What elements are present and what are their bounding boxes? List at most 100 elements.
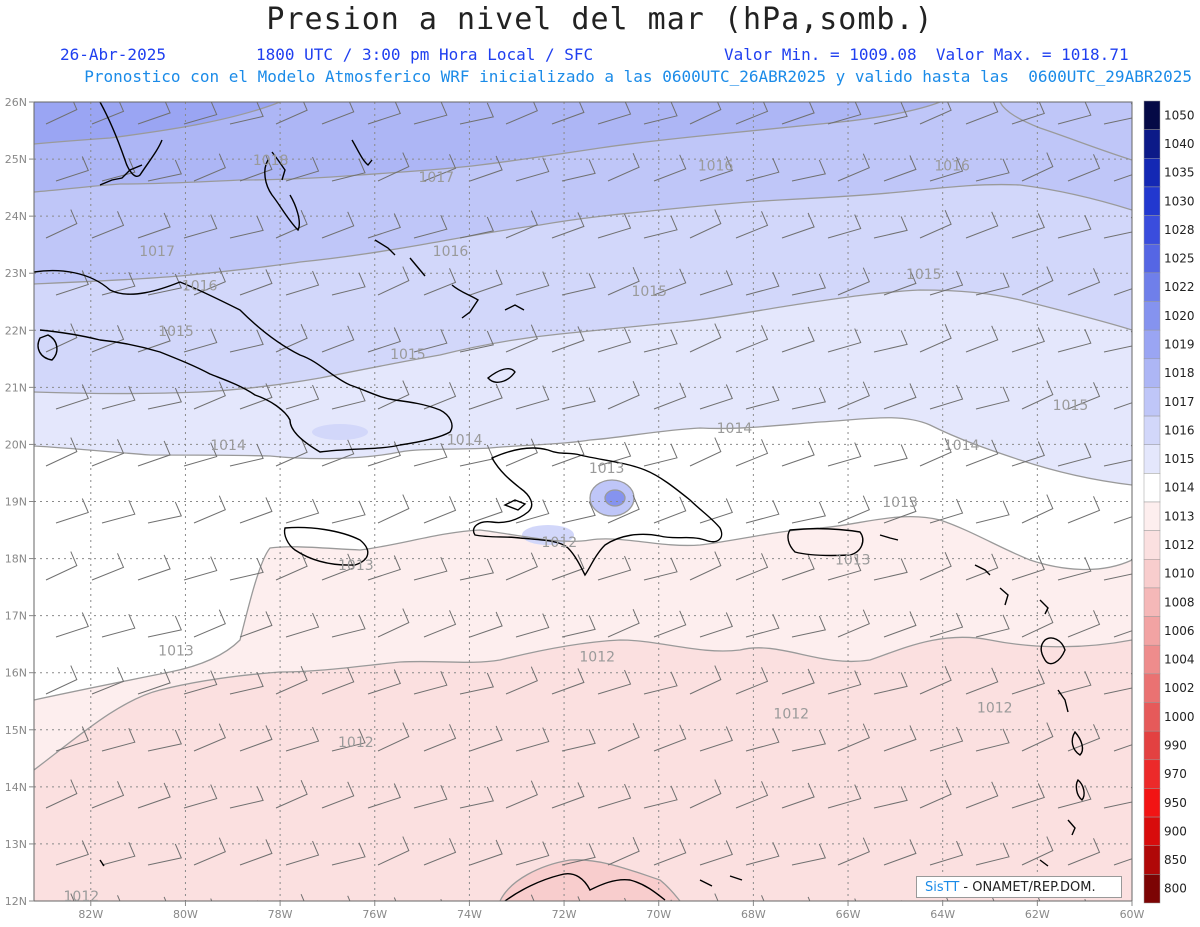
wind-barb bbox=[643, 671, 678, 695]
wind-barb bbox=[530, 894, 535, 901]
wind-barb bbox=[275, 666, 308, 695]
legend-label: 800 bbox=[1164, 882, 1187, 896]
legend-swatch bbox=[1143, 845, 1161, 875]
wind-barb bbox=[791, 159, 826, 182]
wind-barb bbox=[653, 724, 687, 752]
wind-barb bbox=[1057, 557, 1092, 581]
contour-label: 1013 bbox=[158, 644, 194, 660]
wind-barb bbox=[1057, 215, 1092, 239]
wind-barb bbox=[469, 725, 503, 752]
wind-barb bbox=[147, 615, 182, 638]
wind-barb bbox=[413, 215, 448, 239]
wind-barb bbox=[367, 669, 401, 695]
legend-swatch bbox=[1143, 759, 1161, 789]
wind-barb bbox=[837, 495, 870, 524]
legend-swatch bbox=[1143, 329, 1161, 360]
wind-barb bbox=[653, 838, 687, 866]
wind-barb bbox=[367, 783, 401, 809]
wind-barb bbox=[791, 729, 826, 752]
legend-swatch bbox=[1143, 415, 1161, 445]
lon-label: 70W bbox=[646, 908, 671, 921]
wind-barb bbox=[101, 842, 136, 866]
wind-barb bbox=[239, 383, 273, 410]
wind-barb bbox=[1113, 516, 1132, 524]
wind-barb bbox=[377, 494, 410, 524]
coast-grenada bbox=[1039, 859, 1049, 867]
wind-barb bbox=[607, 495, 640, 524]
wind-barb bbox=[413, 329, 448, 353]
lon-label: 66W bbox=[836, 908, 861, 921]
wind-barb bbox=[331, 842, 366, 866]
lat-label: 23N bbox=[5, 267, 27, 280]
coast-keys bbox=[99, 164, 143, 186]
contour-label: 1013 bbox=[589, 461, 625, 477]
coast-virgin-islands bbox=[879, 534, 899, 541]
coast-gonave bbox=[503, 499, 527, 511]
wind-barb bbox=[689, 323, 722, 353]
wind-barb bbox=[183, 328, 218, 353]
contour-labels: 1018 1017 1017 1016 1016 1016 1016 1015 1015 1015… bbox=[64, 153, 1089, 905]
wind-barb bbox=[653, 382, 687, 410]
wind-barb bbox=[321, 781, 355, 809]
wind-barb bbox=[919, 438, 952, 467]
wind-barb bbox=[883, 269, 917, 296]
wind-barb bbox=[689, 102, 722, 125]
wind-barb bbox=[183, 784, 218, 809]
lat-label: 15N bbox=[5, 724, 27, 737]
wind-barb bbox=[1011, 441, 1045, 467]
legend-label: 1020 bbox=[1164, 309, 1195, 323]
wind-barb bbox=[643, 215, 678, 239]
wind-barb bbox=[459, 216, 494, 239]
wind-barb bbox=[827, 442, 862, 467]
shade-1018 bbox=[34, 102, 940, 192]
wind-barb bbox=[1103, 444, 1132, 467]
legend-swatch bbox=[1143, 501, 1161, 531]
coast-bahamas-3 bbox=[451, 284, 479, 319]
lon-label: 68W bbox=[741, 908, 766, 921]
wind-barb bbox=[459, 102, 494, 125]
wind-barb bbox=[413, 102, 448, 125]
wind-barb bbox=[193, 495, 226, 524]
wind-barbs bbox=[45, 102, 1132, 901]
wind-barb bbox=[597, 783, 632, 809]
contour-label: 1013 bbox=[835, 552, 871, 568]
wind-barb bbox=[239, 497, 273, 524]
wind-barb bbox=[653, 268, 687, 296]
wind-barb bbox=[1021, 494, 1054, 524]
legend-label: 1035 bbox=[1164, 166, 1195, 180]
wind-barb bbox=[735, 667, 769, 695]
coast-bahamas-1 bbox=[374, 239, 396, 256]
wind-barb bbox=[321, 211, 355, 239]
wind-barb bbox=[137, 668, 171, 695]
wind-barb bbox=[469, 497, 503, 524]
wind-barb bbox=[551, 326, 585, 353]
wind-barb bbox=[505, 102, 538, 125]
legend-swatch bbox=[1143, 129, 1161, 159]
wind-barb bbox=[1021, 266, 1054, 296]
contour-label: 1014 bbox=[210, 438, 246, 454]
legend-swatch bbox=[1143, 215, 1161, 245]
wind-barb bbox=[944, 894, 949, 901]
lat-label: 20N bbox=[5, 438, 27, 451]
date-label: 26-Abr-2025 bbox=[60, 45, 166, 64]
axis-labels: 26N 25N 24N 23N 22N 21N 20N 19N 18N 17N 16N 15N 14N 1… bbox=[5, 96, 1145, 921]
isobar-low-core bbox=[604, 489, 626, 507]
wind-barb bbox=[561, 159, 596, 182]
wind-barb bbox=[505, 324, 538, 353]
coast-lesser-antilles-1 bbox=[999, 587, 1009, 606]
wind-barb bbox=[653, 496, 687, 524]
wind-barb bbox=[781, 668, 815, 695]
wind-barb bbox=[423, 268, 457, 296]
credit-org: - ONAMET/REP.DOM. bbox=[959, 880, 1096, 895]
contour-label: 1012 bbox=[338, 735, 374, 751]
wind-barb bbox=[377, 722, 410, 752]
wind-barb bbox=[597, 327, 632, 353]
contour-label: 1012 bbox=[773, 706, 809, 722]
legend-label: 1004 bbox=[1164, 653, 1195, 667]
wind-barb bbox=[1011, 555, 1045, 581]
wind-barb bbox=[1113, 630, 1132, 638]
wind-barb bbox=[1084, 899, 1087, 901]
contour-label: 1018 bbox=[253, 153, 289, 169]
wind-barb bbox=[735, 325, 769, 353]
wind-barb bbox=[147, 501, 182, 524]
